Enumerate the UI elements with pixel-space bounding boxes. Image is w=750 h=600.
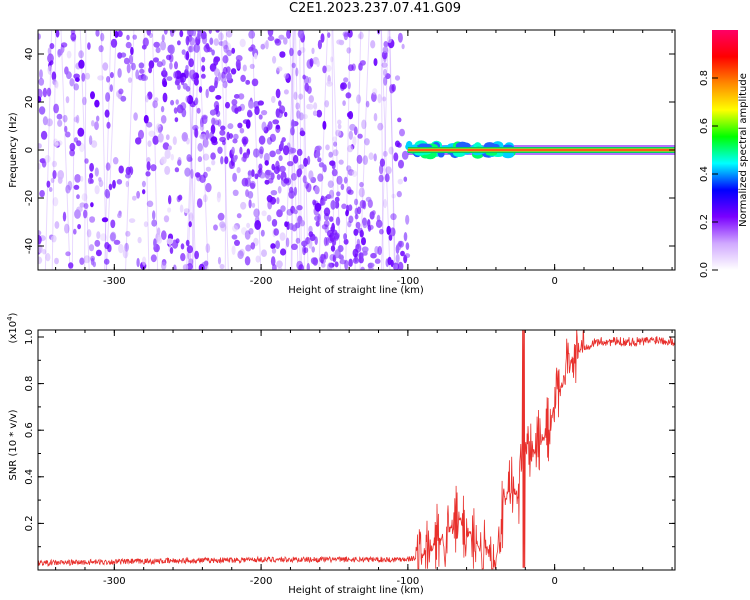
y-tick-label: 0.6 (24, 422, 35, 438)
snr-multiplier: (x104) (6, 312, 19, 343)
snr-series-line (38, 330, 675, 570)
colorbar: 0.0 0.2 0.4 0.6 0.8 Normalized spectral ampl… (699, 30, 749, 278)
snr-frame (37, 329, 676, 571)
y-tick-label: 40 (24, 48, 35, 61)
colorbar-tick-label: 0.4 (699, 166, 710, 182)
x-tick-label: -100 (397, 576, 420, 587)
page-title: C2E1.2023.237.07.41.G09 (288, 1, 462, 16)
y-tick-label: -20 (24, 190, 35, 206)
x-tick-label: -200 (250, 576, 273, 587)
x-tick-label: -100 (397, 276, 420, 287)
colorbar-tick-label: 0.8 (699, 70, 710, 86)
snr-ylabel: SNR (10 * v/v) (8, 409, 19, 480)
snr-xlabel: Height of straight line (km) (288, 585, 424, 596)
colorbar-tick-label: 0.0 (699, 262, 710, 278)
x-tick-label: -300 (103, 576, 126, 587)
x-tick-label: -200 (250, 276, 273, 287)
snr-panel: -300 -200 -100 0 0.2 0.4 0.6 0.8 1.0 Height of s… (6, 312, 676, 596)
spectrogram-noise (38, 30, 411, 270)
colorbar-label: Normalized spectral amplitude (738, 73, 749, 227)
colorbar-tick-label: 0.2 (699, 214, 710, 230)
x-tick-label: -300 (103, 276, 126, 287)
y-tick-label: 0.2 (24, 515, 35, 531)
spectrogram-signal (405, 140, 675, 160)
y-tick-label: -40 (24, 238, 35, 254)
colorbar-ticks: 0.0 0.2 0.4 0.6 0.8 (699, 70, 718, 278)
spectrogram-ylabel: Frequency (Hz) (8, 112, 19, 188)
y-tick-label: 1.0 (24, 329, 35, 345)
y-tick-label: 20 (24, 96, 35, 109)
snr-ticks: -300 -200 -100 0 0.2 0.4 0.6 0.8 1.0 (24, 329, 675, 587)
y-tick-label: 0 (24, 147, 35, 153)
x-tick-label: 0 (551, 576, 557, 587)
spectrogram-xlabel: Height of straight line (km) (288, 285, 424, 296)
colorbar-tick-label: 0.6 (699, 118, 710, 134)
colorbar-gradient (712, 30, 738, 270)
y-tick-label: 0.4 (24, 469, 35, 485)
x-tick-label: 0 (551, 276, 557, 287)
y-tick-label: 0.8 (24, 376, 35, 392)
